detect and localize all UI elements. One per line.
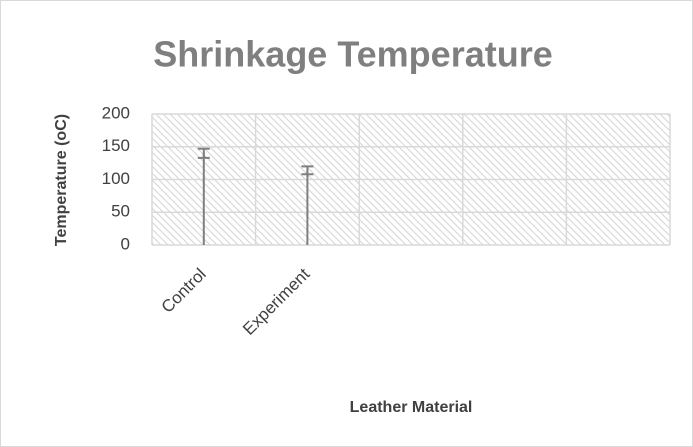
y-tick-label: 200 xyxy=(102,103,130,122)
chart-title: Shrinkage Temperature xyxy=(153,34,552,75)
y-tick-label: 150 xyxy=(102,136,130,155)
error-bar xyxy=(301,165,314,176)
y-tick-label: 100 xyxy=(102,169,130,188)
error-bar xyxy=(197,147,210,159)
y-tick-label: 50 xyxy=(111,202,130,221)
y-tick-label: 0 xyxy=(121,234,130,253)
y-axis-title: Temperature (oC) xyxy=(53,114,70,246)
x-axis-title: Leather Material xyxy=(350,399,473,416)
